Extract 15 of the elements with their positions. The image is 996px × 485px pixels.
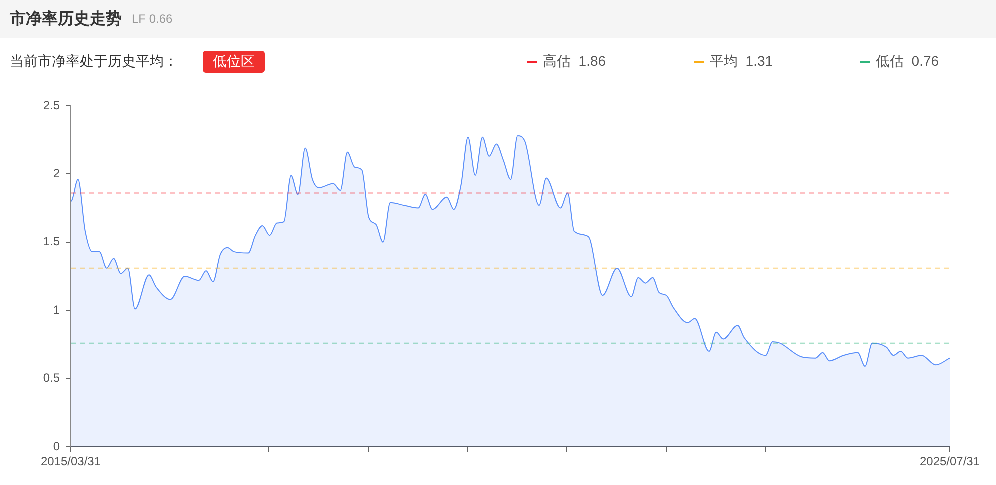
x-tick-label: 2015/03/31: [40, 454, 102, 469]
y-tick-label: 2.5: [43, 98, 60, 112]
y-tick-label: 1: [53, 302, 60, 317]
y-tick-label: 1.5: [43, 234, 60, 249]
text: 低位区: [203, 51, 265, 73]
y-tick-label: 0: [53, 439, 60, 454]
y-tick-label: 2: [53, 166, 60, 181]
y-tick-label: 0.5: [43, 371, 60, 386]
x-tick-label: 2025/07/31: [920, 454, 980, 469]
legend-label: 高估 1.86: [543, 53, 606, 69]
chart-title: 市净率历史走势: [10, 9, 122, 30]
chart-subtitle: LF 0.66: [132, 12, 173, 26]
legend-label: 低估 0.76: [876, 53, 940, 69]
text: 当前市净率处于历史平均：: [10, 53, 178, 71]
legend-label: 平均 1.31: [710, 53, 774, 69]
